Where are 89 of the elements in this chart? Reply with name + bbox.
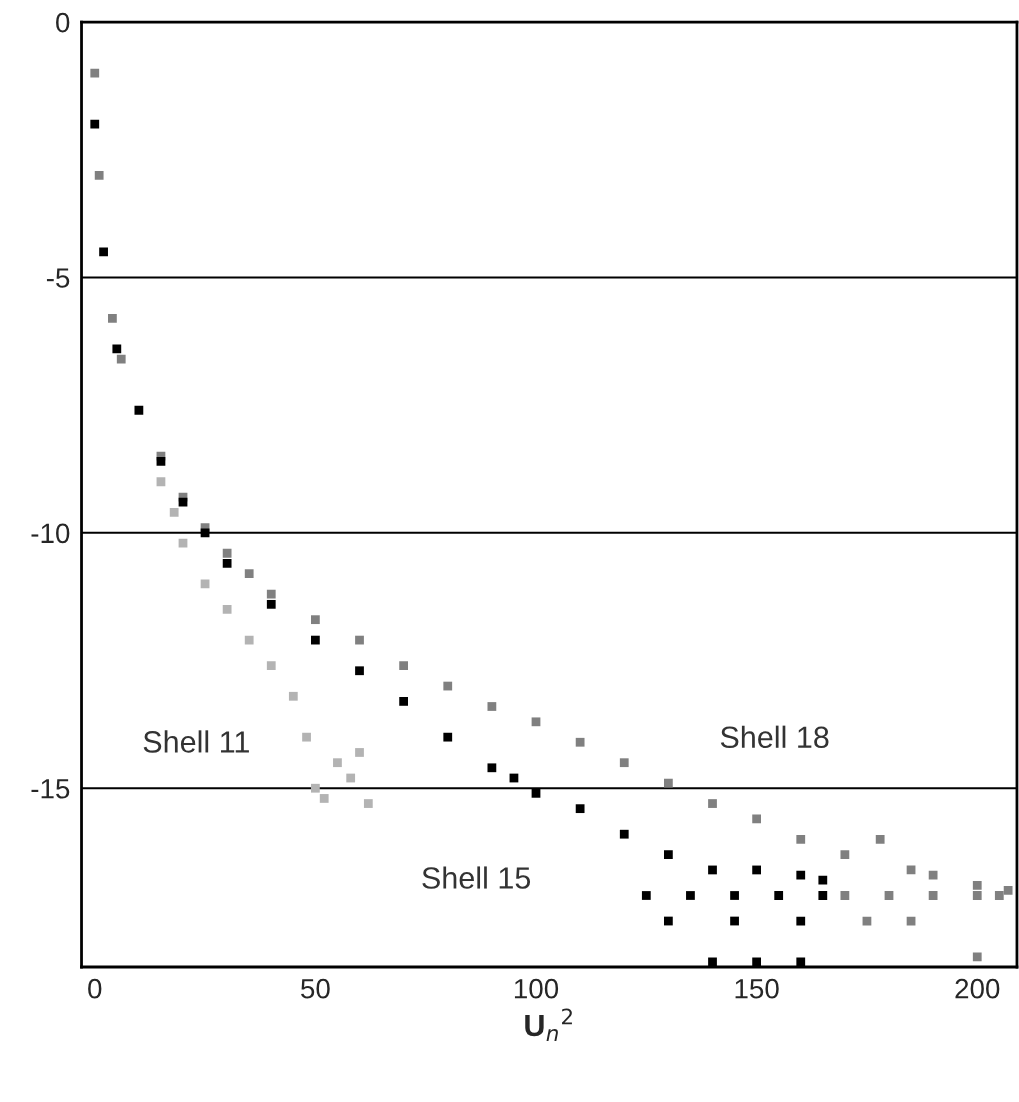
x-tick-label: 50 [301, 978, 330, 999]
point [1003, 885, 1013, 895]
point [575, 804, 585, 814]
y-tick-label: 0 [56, 12, 70, 33]
point [487, 763, 497, 773]
point [94, 170, 104, 180]
point [619, 829, 629, 839]
point [244, 635, 254, 645]
point [708, 865, 717, 875]
point [730, 916, 739, 926]
point [443, 732, 453, 742]
point [355, 635, 364, 645]
point [531, 717, 541, 727]
point [972, 891, 982, 900]
point [972, 880, 982, 890]
point [116, 354, 126, 364]
point [333, 758, 342, 768]
point [355, 666, 364, 676]
point [487, 702, 497, 711]
point [774, 891, 784, 900]
point [686, 891, 695, 900]
point [288, 691, 298, 701]
x-tick-label: 100 [514, 978, 559, 999]
point [796, 957, 806, 967]
point [443, 681, 453, 691]
point [222, 559, 232, 568]
point [928, 891, 938, 900]
point [310, 615, 320, 625]
point [302, 732, 311, 742]
point [134, 405, 144, 415]
x-tick-label: 200 [955, 978, 1000, 999]
point [112, 344, 122, 354]
point [619, 758, 629, 768]
series-label: Shell 18 [720, 725, 829, 749]
point [708, 799, 717, 808]
point [818, 891, 828, 900]
y-tick-label: -10 [31, 523, 70, 544]
y-tick-label: -15 [31, 779, 70, 799]
point [266, 599, 276, 609]
point [108, 313, 117, 323]
point [663, 778, 673, 788]
point [972, 952, 982, 962]
point [99, 247, 108, 257]
point [663, 850, 673, 860]
point [575, 737, 585, 747]
point [840, 850, 850, 860]
point [319, 794, 329, 803]
point [928, 870, 938, 880]
point [169, 508, 179, 517]
point [200, 528, 210, 538]
point [222, 605, 232, 614]
point [266, 589, 276, 599]
series-label: Shell 11 [143, 730, 249, 753]
point [310, 783, 320, 793]
point [796, 834, 806, 844]
point [752, 957, 762, 967]
point [531, 788, 541, 798]
point [708, 957, 717, 967]
point [399, 661, 409, 671]
point [752, 814, 762, 824]
point [663, 916, 673, 926]
point [156, 456, 166, 466]
point [730, 891, 739, 900]
point [178, 497, 188, 507]
x-axis-title: U$_{n}$$^{2}$ [525, 1008, 572, 1041]
point [156, 477, 166, 487]
point [244, 569, 254, 579]
point [266, 661, 276, 671]
point [818, 875, 828, 885]
point [363, 799, 373, 808]
point [355, 748, 364, 757]
point [994, 891, 1004, 900]
point [796, 916, 806, 926]
point [222, 548, 232, 558]
point [752, 865, 762, 875]
point [641, 891, 651, 900]
point [884, 891, 894, 900]
point [399, 697, 409, 706]
point [90, 119, 100, 129]
point [346, 773, 356, 783]
text: Shell 15 [422, 866, 531, 889]
point [310, 635, 320, 645]
y-tick-label: -5 [46, 268, 70, 288]
point [840, 891, 850, 900]
x-tick-label: 0 [88, 978, 102, 999]
x-tick-label: 150 [735, 978, 779, 999]
point [796, 870, 806, 880]
point [875, 834, 885, 844]
point [90, 68, 100, 78]
